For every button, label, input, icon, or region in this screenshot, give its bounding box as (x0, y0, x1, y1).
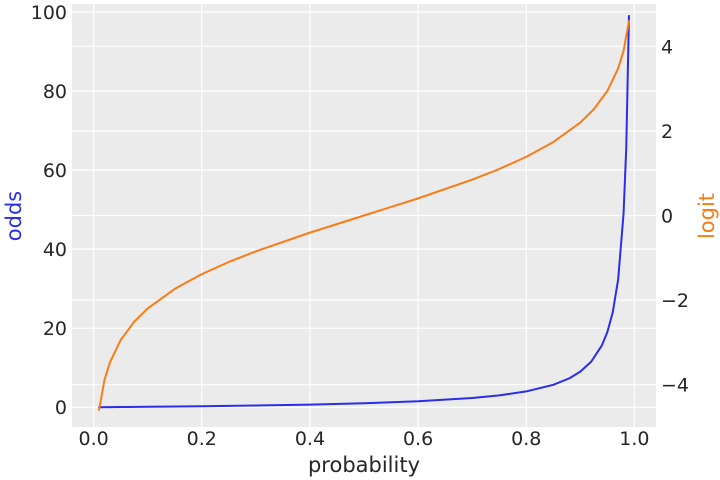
left-y-tick-label: 40 (43, 239, 67, 261)
x-tick-label: 0.6 (403, 428, 433, 450)
left-y-axis-label: odds (2, 191, 26, 241)
x-tick-label: 1.0 (619, 428, 649, 450)
series-line-logit (98, 20, 630, 411)
right-y-tick-label: 0 (661, 206, 673, 228)
tick-labels: 0.0 0.2 0.4 0.6 0.8 1.0 0 20 40 60 80 100 −4 −2 0 2 4 (31, 2, 689, 450)
left-y-tick-label: 0 (55, 397, 67, 419)
x-tick-label: 0.2 (187, 428, 217, 450)
x-tick-label: 0.0 (79, 428, 109, 450)
right-y-axis-label: logit (695, 193, 719, 239)
series-line-odds (98, 14, 630, 409)
x-tick-label: 0.4 (295, 428, 325, 450)
left-y-tick-label: 60 (43, 160, 67, 182)
right-y-tick-label: 4 (661, 36, 673, 58)
left-y-tick-label: 80 (43, 81, 67, 103)
series-lines (98, 14, 630, 411)
x-axis-label: probability (308, 453, 420, 477)
left-y-tick-label: 20 (43, 318, 67, 340)
right-y-tick-label: −2 (661, 290, 689, 312)
right-y-tick-label: 2 (661, 121, 673, 143)
left-y-tick-label: 100 (31, 2, 67, 24)
x-tick-label: 0.8 (511, 428, 541, 450)
right-y-tick-label: −4 (661, 375, 689, 397)
